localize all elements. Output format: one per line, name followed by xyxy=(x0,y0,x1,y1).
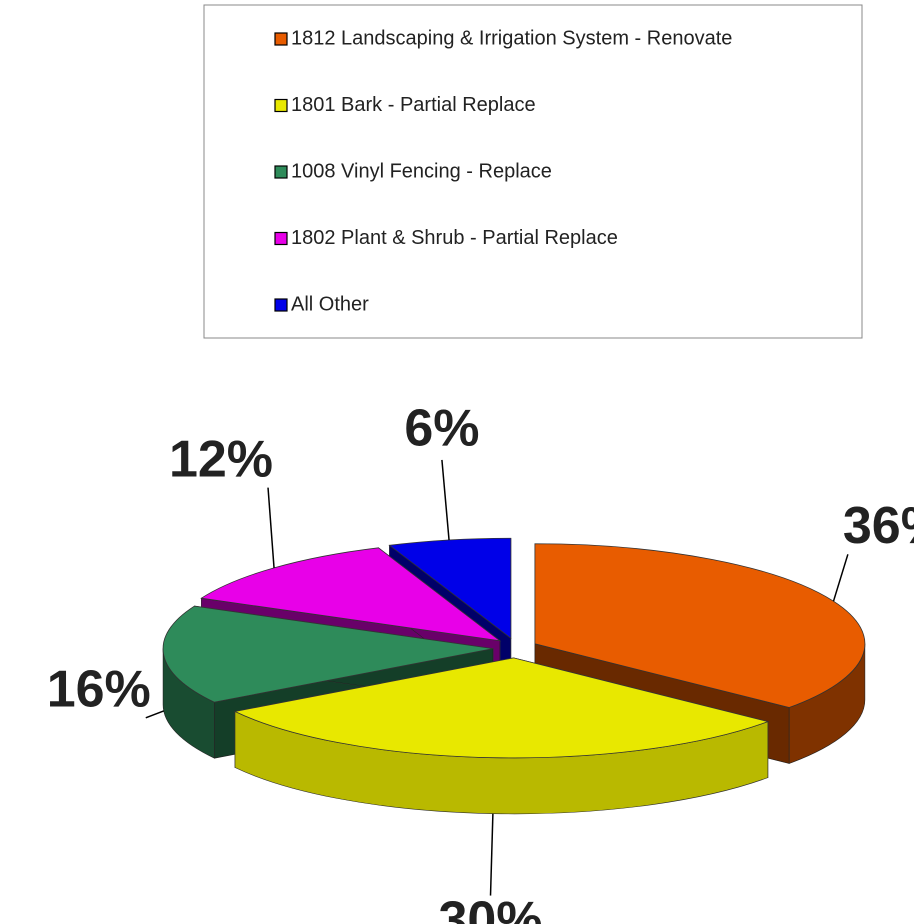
legend-label: 1812 Landscaping & Irrigation System - R… xyxy=(291,27,732,49)
legend-label: 1802 Plant & Shrub - Partial Replace xyxy=(291,227,618,249)
legend-box xyxy=(203,4,863,339)
legend-swatch xyxy=(274,32,288,46)
legend-swatch xyxy=(274,98,288,113)
data-label: 36% xyxy=(843,497,914,555)
leader-line xyxy=(489,813,494,896)
legend-label: 1008 Vinyl Fencing - Replace xyxy=(291,160,552,182)
legend: 1812 Landscaping & Irrigation System - R… xyxy=(203,4,863,339)
leader-line xyxy=(145,710,164,719)
slice xyxy=(534,543,866,708)
data-label: 30% xyxy=(438,891,542,924)
leader-line xyxy=(441,459,450,541)
legend-label: 1801 Bark - Partial Replace xyxy=(291,94,536,116)
legend-swatch xyxy=(274,298,288,312)
slice-side-shade xyxy=(234,711,768,814)
slice-side-shade xyxy=(789,643,865,764)
slice xyxy=(388,537,512,640)
leader-line xyxy=(267,487,275,568)
legend-label: All Other xyxy=(291,293,369,315)
legend-swatch xyxy=(274,231,288,246)
slice xyxy=(162,605,494,703)
slice xyxy=(233,657,770,759)
leader-line xyxy=(832,554,849,602)
data-label: 16% xyxy=(47,661,151,719)
data-label: 12% xyxy=(169,430,273,488)
slice xyxy=(200,547,502,642)
legend-swatch xyxy=(274,165,288,179)
slice-side-shade xyxy=(163,648,215,759)
data-label: 6% xyxy=(404,400,479,458)
